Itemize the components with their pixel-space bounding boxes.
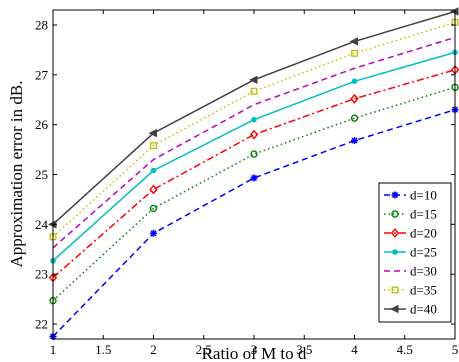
series-line — [52, 21, 456, 238]
data-point — [390, 304, 399, 314]
data-point — [149, 204, 158, 213]
series-d=25 — [50, 49, 458, 264]
data-point — [392, 249, 398, 255]
data-point — [148, 128, 157, 138]
x-tick-label: 4 — [351, 342, 358, 357]
legend-label: d=40 — [410, 302, 437, 317]
y-tick-label: 26 — [35, 117, 49, 132]
data-point — [391, 286, 399, 294]
series-d=40 — [48, 7, 459, 229]
y-tick-label: 24 — [35, 217, 49, 232]
series-line — [52, 86, 456, 302]
data-point — [351, 49, 358, 57]
ticks-layer: 1 1.5 2 2.5 3 3.5 4 4.5 5 22 23 24 25 26 27 28 — [35, 10, 458, 357]
data-point — [150, 142, 157, 150]
legend-label: d=25 — [410, 245, 437, 260]
data-point — [391, 191, 399, 199]
data-point — [150, 167, 157, 174]
data-point — [349, 37, 358, 46]
data-point — [350, 114, 359, 122]
data-point — [250, 150, 258, 158]
legend-label: d=30 — [410, 264, 437, 279]
legend-item: d=35 — [384, 283, 437, 298]
data-point — [249, 75, 258, 84]
y-tick-label: 22 — [35, 317, 48, 332]
y-tick-label: 27 — [35, 67, 49, 82]
legend-label: d=15 — [410, 207, 437, 222]
data-point — [351, 137, 358, 145]
data-point — [391, 210, 399, 218]
x-tick-label: 5 — [452, 342, 459, 357]
legend: d=10 d=15 d=20 d=25 d=30 d=35 d=40 — [378, 182, 452, 323]
data-point — [250, 87, 258, 95]
x-tick-label: 3.5 — [296, 342, 312, 357]
x-tick-label: 4.5 — [397, 342, 413, 357]
y-axis-label: Approximation error in dB. — [7, 81, 26, 268]
series-layer — [48, 7, 459, 341]
data-point — [150, 229, 157, 237]
data-point — [351, 78, 358, 85]
series-line — [52, 108, 456, 338]
legend-label: d=35 — [410, 283, 437, 298]
legend-item: d=40 — [384, 302, 437, 317]
legend-item: d=10 — [384, 188, 437, 203]
x-tick-label: 3 — [251, 342, 258, 357]
legend-label: d=10 — [410, 188, 437, 203]
y-tick-label: 28 — [35, 17, 48, 32]
series-d=30 — [52, 36, 456, 249]
x-tick-label: 2 — [150, 342, 157, 357]
x-tick-label: 1 — [50, 342, 57, 357]
x-axis-label: Ratio of M to d — [202, 344, 307, 362]
data-point — [149, 184, 158, 195]
data-point — [251, 116, 257, 123]
data-point — [390, 228, 400, 238]
legend-item: d=20 — [384, 226, 437, 241]
legend-item: d=15 — [384, 207, 437, 222]
data-point — [250, 174, 258, 182]
series-line — [52, 36, 456, 249]
x-tick-label: 2.5 — [196, 342, 212, 357]
legend-item: d=25 — [384, 245, 437, 260]
y-tick-label: 23 — [35, 267, 48, 282]
data-point — [350, 93, 359, 104]
data-point — [249, 129, 259, 140]
y-tick-label: 25 — [35, 167, 48, 182]
legend-label: d=20 — [410, 226, 437, 241]
legend-item: d=30 — [384, 264, 437, 279]
x-tick-label: 1.5 — [95, 342, 111, 357]
